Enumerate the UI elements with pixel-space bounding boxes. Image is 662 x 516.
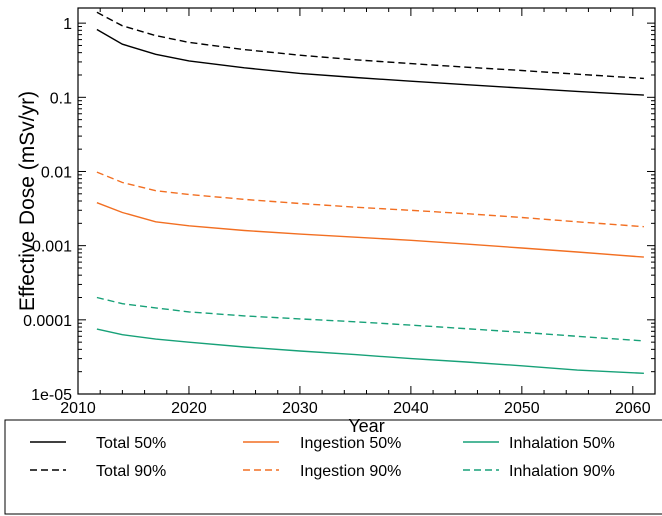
x-tick-label: 2040: [393, 400, 429, 417]
legend-label-4: Ingestion 90%: [300, 463, 401, 480]
series-line-4: [96, 171, 644, 228]
y-tick-label: 0.001: [32, 239, 72, 256]
legend-label-2: Total 90%: [96, 463, 166, 480]
y-tick-label: 0.1: [50, 90, 72, 107]
x-tick-label: 2030: [282, 400, 318, 417]
series-line-3: [96, 202, 644, 258]
y-tick-label: 1: [63, 16, 72, 33]
series-line-5: [96, 328, 644, 374]
x-tick-label: 2020: [171, 400, 207, 417]
x-axis-title: Year: [348, 416, 384, 436]
series-line-6: [96, 296, 644, 342]
series-line-2: [96, 11, 644, 80]
y-axis-title: Effective Dose (mSv/yr): [16, 91, 39, 311]
x-tick-label: 2010: [60, 400, 96, 417]
x-tick-label: 2060: [615, 400, 651, 417]
legend-box: [4, 419, 662, 515]
legend-label-5: Inhalation 50%: [509, 435, 615, 452]
y-tick-label: 1e-05: [31, 387, 72, 404]
series-line-1: [96, 28, 644, 96]
legend-label-6: Inhalation 90%: [509, 463, 615, 480]
y-tick-label: 0.01: [41, 164, 72, 181]
x-tick-label: 2050: [504, 400, 540, 417]
plot-area: 2010 2020 2030 2040 2050 2060 1e-05 0.0001 0.00…: [23, 7, 656, 417]
legend-label-1: Total 50%: [96, 435, 166, 452]
x-axis: 2010 2020 2030 2040 2050 2060: [60, 8, 651, 417]
legend: Total 50% Total 90% Ingestion 50% Ingestion…: [4, 419, 662, 515]
y-tick-label: 0.0001: [23, 313, 72, 330]
legend-label-3: Ingestion 50%: [300, 435, 401, 452]
y-axis: 1e-05 0.0001 0.001 0.01 0.1 1: [23, 16, 655, 404]
series-layer: [96, 11, 644, 374]
